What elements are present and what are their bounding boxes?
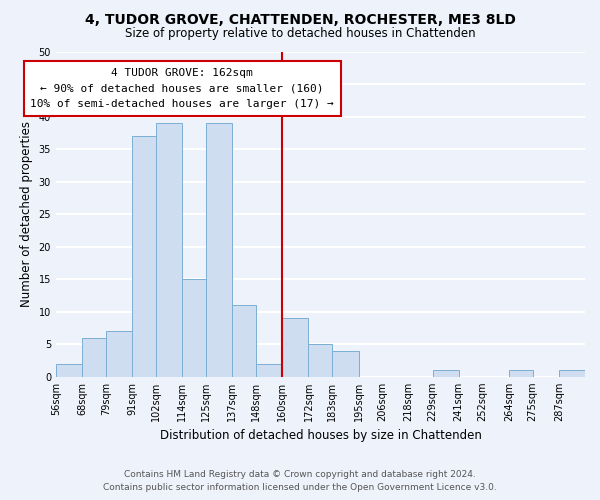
Bar bbox=[232, 305, 256, 377]
Text: 4, TUDOR GROVE, CHATTENDEN, ROCHESTER, ME3 8LD: 4, TUDOR GROVE, CHATTENDEN, ROCHESTER, M… bbox=[85, 12, 515, 26]
Bar bbox=[308, 344, 332, 377]
Bar bbox=[283, 318, 308, 377]
Y-axis label: Number of detached properties: Number of detached properties bbox=[20, 121, 33, 307]
Bar bbox=[509, 370, 533, 377]
Bar bbox=[433, 370, 459, 377]
Bar bbox=[56, 364, 82, 377]
Text: Contains HM Land Registry data © Crown copyright and database right 2024.
Contai: Contains HM Land Registry data © Crown c… bbox=[103, 470, 497, 492]
Text: Size of property relative to detached houses in Chattenden: Size of property relative to detached ho… bbox=[125, 28, 475, 40]
Bar bbox=[256, 364, 283, 377]
Bar bbox=[132, 136, 156, 377]
Text: 4 TUDOR GROVE: 162sqm
← 90% of detached houses are smaller (160)
10% of semi-det: 4 TUDOR GROVE: 162sqm ← 90% of detached … bbox=[31, 68, 334, 109]
Bar bbox=[182, 279, 206, 377]
Bar bbox=[82, 338, 106, 377]
Bar bbox=[206, 123, 232, 377]
X-axis label: Distribution of detached houses by size in Chattenden: Distribution of detached houses by size … bbox=[160, 430, 481, 442]
Bar bbox=[106, 332, 132, 377]
Bar bbox=[332, 351, 359, 377]
Bar bbox=[156, 123, 182, 377]
Bar bbox=[559, 370, 585, 377]
